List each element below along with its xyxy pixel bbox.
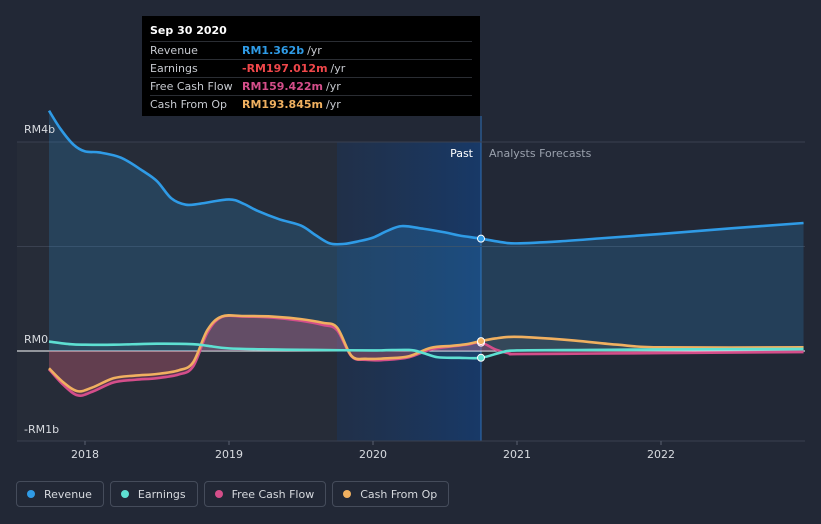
legend-label: Revenue — [44, 487, 92, 501]
tooltip-date: Sep 30 2020 — [150, 24, 227, 37]
tooltip-label: Revenue — [150, 44, 198, 57]
tooltip-label: Earnings — [150, 62, 198, 75]
cash-from-op-line — [48, 314, 804, 393]
forecast-label: Analysts Forecasts — [489, 147, 592, 160]
tooltip-value: RM159.422m — [242, 80, 323, 93]
y-tick-label: RM4b — [24, 123, 55, 136]
revenue-marker — [477, 234, 485, 243]
tooltip-row-cash-from-op: Cash From Op RM193.845m/yr — [150, 95, 472, 113]
x-tick-label: 2020 — [359, 448, 387, 461]
past-label: Past — [450, 147, 474, 160]
revenue-line — [47, 109, 804, 246]
legend-dot-icon — [27, 490, 35, 498]
tooltip-value: RM1.362b — [242, 44, 305, 57]
legend: Revenue Earnings Free Cash Flow Cash From O… — [16, 481, 450, 509]
tooltip-row-revenue: Revenue RM1.362b/yr — [150, 41, 472, 59]
cash-from-op-area — [49, 315, 804, 392]
legend-item-cash-from-op[interactable]: Cash From Op — [332, 481, 450, 507]
x-tick-label: 2018 — [71, 448, 99, 461]
tooltip-unit: /yr — [330, 62, 346, 75]
legend-dot-icon — [120, 490, 129, 498]
earnings-line — [48, 340, 804, 360]
x-tick-label: 2022 — [647, 448, 675, 461]
highlight-region — [337, 142, 481, 441]
tooltip-label: Free Cash Flow — [150, 80, 233, 93]
tooltip-value: RM193.845m — [242, 98, 323, 111]
legend-dot-icon — [343, 490, 352, 498]
tooltip-value: -RM197.012m — [242, 62, 328, 75]
legend-label: Cash From Op — [360, 487, 438, 501]
earnings-marker — [477, 353, 485, 362]
legend-dot-icon — [214, 490, 223, 498]
legend-label: Free Cash Flow — [231, 487, 315, 501]
tooltip-unit: /yr — [307, 44, 322, 57]
tooltip: Sep 30 2020 Revenue RM1.362b/yr Earnings -R… — [142, 16, 480, 116]
revenue-area — [49, 110, 804, 352]
x-tick-label: 2021 — [503, 448, 531, 461]
tooltip-row-free-cash-flow: Free Cash Flow RM159.422m/yr — [150, 77, 472, 95]
y-tick-label: RM0 — [24, 333, 48, 346]
tooltip-row-earnings: Earnings -RM197.012m/yr — [150, 59, 472, 77]
free-cash-flow-area — [49, 315, 804, 396]
x-tick-label: 2019 — [215, 448, 243, 461]
tooltip-unit: /yr — [325, 80, 341, 93]
legend-label: Earnings — [137, 487, 186, 501]
tooltip-unit: /yr — [325, 98, 341, 111]
cash-from-op-marker — [477, 337, 485, 346]
y-tick-label: -RM1b — [24, 423, 59, 436]
legend-item-earnings[interactable]: Earnings — [109, 481, 198, 507]
tooltip-label: Cash From Op — [150, 98, 228, 111]
free-cash-flow-line — [48, 314, 804, 397]
legend-item-free-cash-flow[interactable]: Free Cash Flow — [203, 481, 327, 507]
legend-item-revenue[interactable]: Revenue — [16, 481, 104, 507]
